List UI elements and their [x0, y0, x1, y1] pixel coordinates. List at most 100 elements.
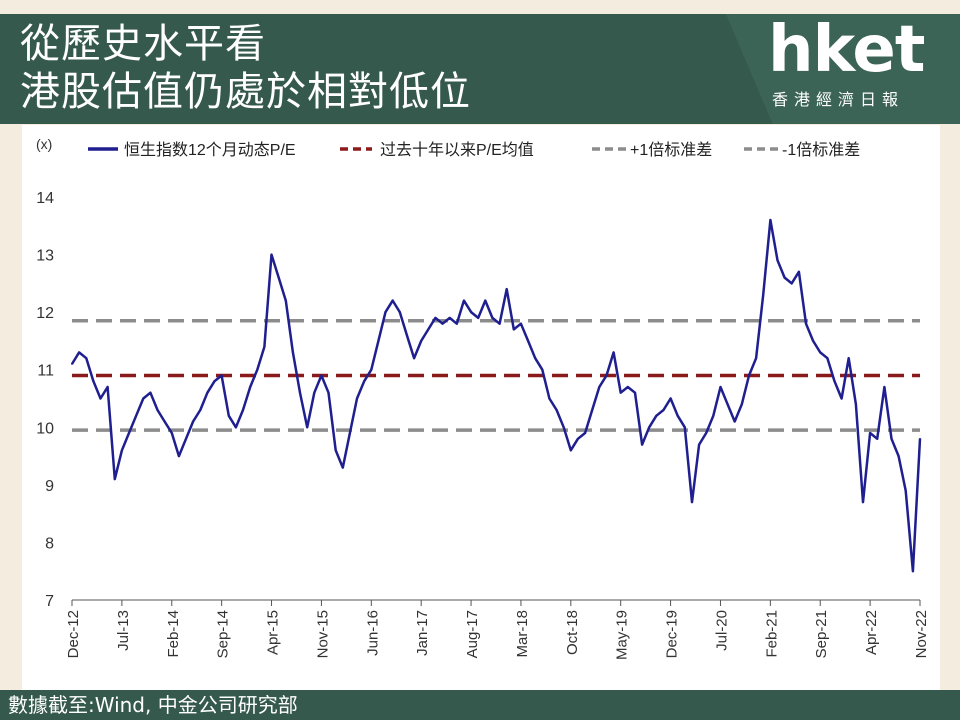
x-tick-label: Jan-17 — [414, 610, 431, 656]
footer: 數據截至:Wind, 中金公司研究部 — [0, 690, 960, 720]
y-tick-label: 14 — [36, 190, 54, 207]
pe-data-point — [370, 368, 373, 371]
y-tick-label: 8 — [45, 535, 54, 552]
pe-data-point — [420, 340, 423, 342]
pe-data-point — [626, 386, 629, 388]
pe-data-point — [505, 288, 508, 290]
pe-data-point — [242, 409, 244, 411]
pe-data-point — [441, 322, 444, 325]
pe-data-point — [897, 455, 900, 457]
pe-data-point — [534, 357, 537, 360]
x-tick-label: May-19 — [614, 610, 631, 660]
pe-data-point — [904, 489, 907, 492]
pe-data-point — [740, 403, 743, 406]
title-line-1: 從歷史水平看 — [20, 21, 266, 67]
pe-data-point — [512, 328, 515, 331]
pe-data-point — [683, 426, 686, 429]
pe-data-point — [313, 391, 316, 394]
pe-data-point — [726, 403, 729, 406]
series-layer — [70, 218, 922, 573]
pe-data-point — [213, 380, 216, 383]
pe-data-point — [655, 414, 658, 417]
pe-data-point — [434, 317, 437, 319]
pe-data-point — [641, 443, 643, 446]
pe-data-point — [776, 259, 779, 262]
pe-series-line — [70, 218, 922, 573]
pe-data-point — [170, 432, 173, 434]
pe-data-point — [284, 299, 287, 302]
pe-data-point — [912, 570, 914, 573]
pe-data-point — [605, 374, 608, 377]
pe-data-point — [142, 397, 145, 400]
x-tick-label: Dec-12 — [65, 610, 82, 658]
pe-data-point — [270, 253, 273, 256]
pe-data-point — [398, 311, 401, 313]
logo-subtitle: 香港經濟日報 — [772, 90, 905, 109]
pe-data-point — [826, 357, 829, 360]
x-tick-label: Apr-15 — [265, 610, 282, 655]
y-tick-label: 7 — [45, 593, 54, 610]
pe-data-point — [249, 386, 252, 388]
page-title: 從歷史水平看 港股估值仍處於相對低位 — [20, 20, 471, 116]
pe-data-point — [71, 363, 73, 365]
pe-data-point — [805, 322, 807, 325]
pe-data-point — [320, 374, 323, 377]
pe-data-point — [334, 449, 337, 452]
pe-data-point — [455, 322, 458, 325]
pe-data-point — [356, 397, 358, 400]
pe-data-point — [876, 437, 879, 440]
pe-data-point — [783, 276, 786, 279]
pe-data-point — [299, 391, 301, 394]
pe-data-point — [306, 426, 309, 429]
pe-data-point — [199, 409, 202, 411]
pe-data-point — [484, 299, 487, 302]
pe-data-point — [562, 426, 565, 429]
pe-data-point — [99, 397, 102, 400]
x-tick-label: Feb-21 — [763, 610, 780, 658]
pe-data-point — [527, 340, 529, 342]
pe-data-point — [833, 380, 836, 383]
pe-data-point — [676, 414, 679, 417]
legend-label-pe: 恒生指数12个月动态P/E — [124, 141, 296, 159]
pe-data-point — [698, 443, 700, 446]
pe-data-point — [391, 299, 394, 302]
pe-data-point — [206, 391, 209, 394]
pe-data-point — [569, 449, 572, 452]
pe-data-point — [384, 311, 387, 313]
pe-data-point — [520, 322, 522, 325]
pe-data-point — [555, 409, 558, 411]
x-tick-label: Oct-18 — [564, 610, 581, 655]
pe-data-point — [106, 386, 109, 388]
y-tick-label: 9 — [45, 478, 54, 495]
pe-data-point — [790, 282, 793, 285]
x-tick-label: Sep-21 — [813, 610, 830, 658]
pe-data-point — [292, 351, 294, 354]
pe-data-point — [135, 414, 137, 417]
y-axis-ticks: 7 8 9 10 11 12 13 14 — [36, 190, 54, 610]
x-tick-label: Aug-17 — [464, 610, 481, 658]
pe-data-point — [733, 420, 736, 423]
x-tick-label: Jul-13 — [115, 610, 132, 651]
pe-data-point — [470, 311, 472, 313]
x-tick-label: Nov-22 — [913, 610, 930, 658]
pe-data-point — [883, 386, 886, 388]
pe-data-point — [869, 432, 871, 434]
pe-data-point — [235, 426, 237, 429]
pe-data-point — [748, 374, 750, 377]
pe-data-point — [819, 351, 822, 354]
pe-data-point — [548, 397, 551, 400]
pe-data-point — [840, 397, 843, 400]
pe-data-point — [598, 386, 601, 388]
pe-data-point — [363, 380, 366, 383]
pe-data-point — [812, 340, 814, 342]
pe-data-point — [712, 414, 715, 417]
pe-data-point — [192, 420, 195, 423]
pe-data-point — [855, 403, 857, 406]
x-tick-label: Feb-14 — [165, 610, 182, 658]
pe-data-point — [612, 351, 615, 354]
y-tick-label: 13 — [36, 248, 54, 265]
x-tick-label: Jun-16 — [364, 610, 381, 656]
pe-data-point — [798, 270, 800, 273]
pe-data-point — [327, 391, 330, 394]
pe-data-point — [92, 380, 95, 383]
